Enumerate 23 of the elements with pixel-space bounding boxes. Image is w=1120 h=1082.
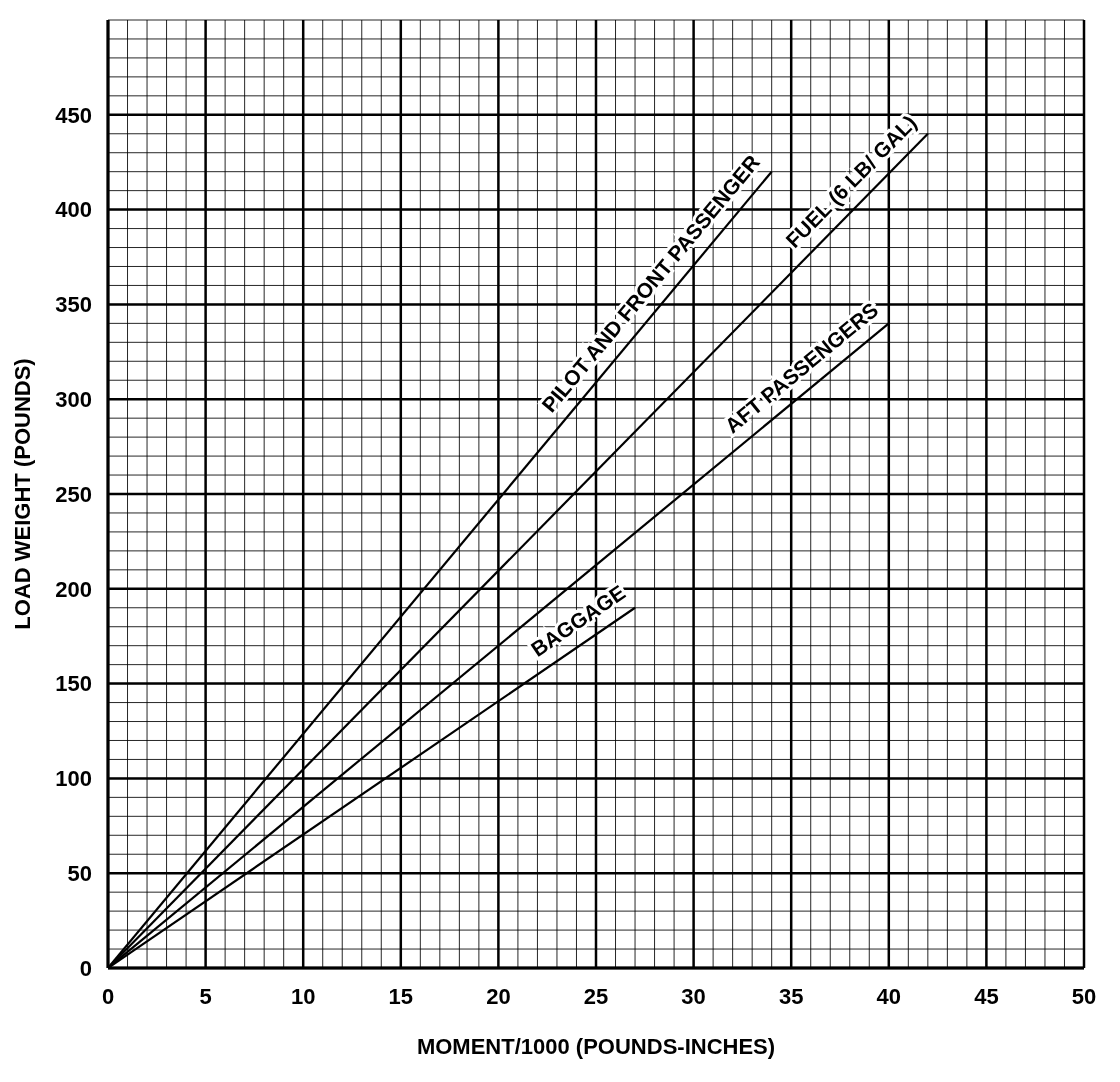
x-tick-label: 45 bbox=[974, 983, 999, 1009]
x-tick-label: 10 bbox=[290, 983, 316, 1009]
x-tick-label: 15 bbox=[388, 983, 414, 1009]
x-tick-label: 50 bbox=[1071, 983, 1097, 1009]
y-axis-title: LOAD WEIGHT (POUNDS) bbox=[9, 358, 35, 630]
y-tick-label: 400 bbox=[55, 197, 92, 223]
y-tick-label: 0 bbox=[79, 955, 92, 981]
y-tick-label: 200 bbox=[55, 576, 92, 602]
x-tick-label: 40 bbox=[876, 983, 902, 1009]
x-tick-label: 35 bbox=[778, 983, 804, 1009]
y-tick-label: 50 bbox=[67, 861, 92, 887]
y-tick-label: 250 bbox=[55, 481, 92, 507]
y-tick-label: 300 bbox=[55, 387, 92, 413]
y-tick-label: 150 bbox=[55, 671, 92, 697]
x-tick-label: 25 bbox=[583, 983, 609, 1009]
x-tick-label: 0 bbox=[101, 983, 115, 1009]
y-tick-label: 450 bbox=[55, 102, 92, 128]
y-tick-label: 100 bbox=[55, 766, 92, 792]
x-tick-label: 20 bbox=[486, 983, 511, 1009]
x-tick-label: 5 bbox=[199, 983, 212, 1009]
x-tick-label: 30 bbox=[681, 983, 706, 1009]
y-tick-label: 350 bbox=[55, 292, 92, 318]
x-axis-title: MOMENT/1000 (POUNDS-INCHES) bbox=[416, 1034, 776, 1059]
